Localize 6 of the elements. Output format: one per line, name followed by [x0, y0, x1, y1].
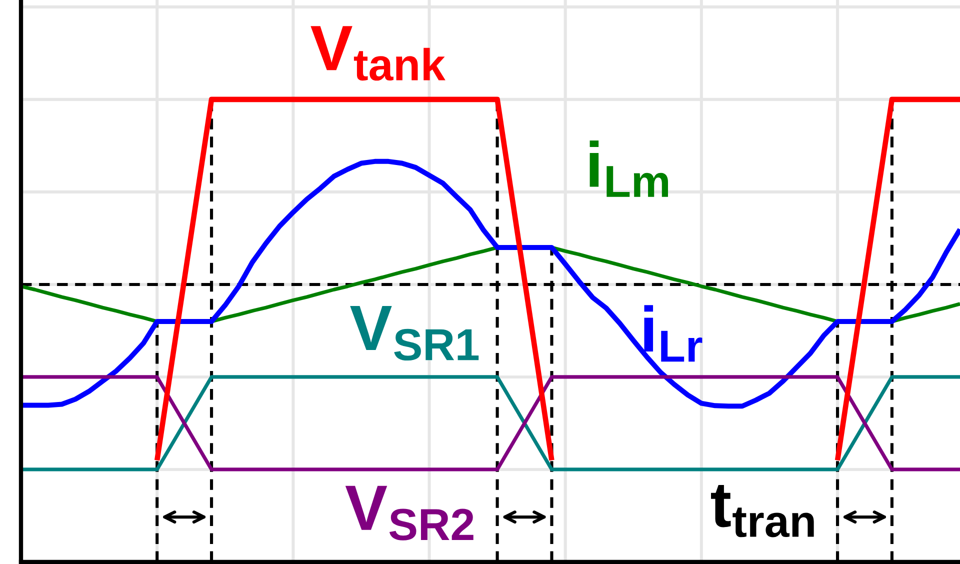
series-label: V$_{tank}$ [310, 26, 446, 81]
series-label: i$_{Lr}$ [644, 305, 702, 362]
series-label: V$_{SR1}$ [350, 306, 479, 361]
annotation: t$_{tran}$ [711, 484, 814, 538]
series-label: V$_{SR2}$ [345, 486, 474, 540]
series-label: i$_{Lm}$ [590, 140, 668, 197]
